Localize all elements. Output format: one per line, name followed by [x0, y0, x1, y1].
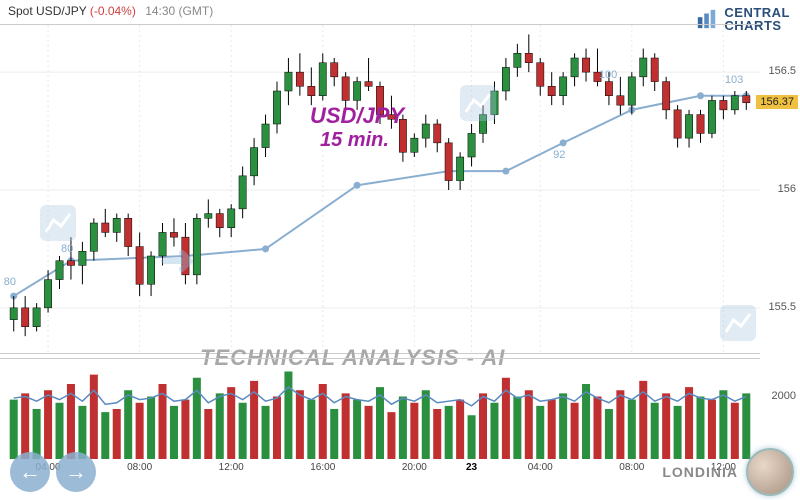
x-tick-label: 20:00 [402, 462, 427, 473]
chart-pair-title: USD/JPY [310, 103, 404, 129]
indicator-value-label: 100 [599, 69, 617, 81]
price-chart-svg [0, 25, 760, 355]
y-tick-label: 156.5 [768, 65, 796, 77]
x-tick-label: 04:00 [528, 462, 553, 473]
volume-y-axis: 2000 [760, 358, 800, 458]
nav-prev-button[interactable]: ← [10, 452, 50, 492]
x-tick-label: 08:00 [619, 462, 644, 473]
current-price-tag: 156.37 [756, 95, 798, 109]
x-tick-label: 23 [466, 462, 477, 473]
assistant-label: LONDINIA [662, 464, 738, 480]
assistant-badge[interactable]: LONDINIA [662, 448, 794, 496]
avatar-icon [746, 448, 794, 496]
indicator-value-label: 103 [725, 74, 743, 86]
x-tick-label: 12:00 [219, 462, 244, 473]
symbol-label: Spot USD/JPY [8, 4, 86, 18]
watermark-icon [40, 205, 76, 241]
chart-timeframe-title: 15 min. [320, 129, 389, 152]
watermark-icon [460, 85, 496, 121]
y-tick-label: 155.5 [768, 301, 796, 313]
x-tick-label: 16:00 [310, 462, 335, 473]
chart-header: Spot USD/JPY (-0.04%) 14:30 (GMT) [8, 4, 213, 18]
volume-y-tick-label: 2000 [772, 390, 796, 402]
watermark-icon [720, 305, 756, 341]
x-tick-label: 08:00 [127, 462, 152, 473]
time-label: 14:30 (GMT) [145, 4, 213, 18]
change-label: (-0.04%) [90, 4, 136, 18]
price-chart-panel[interactable]: USD/JPY 15 min. TECHNICAL ANALYSIS - AI … [0, 24, 760, 354]
y-tick-label: 156 [778, 183, 796, 195]
price-y-axis: 155.5156156.5156.37 [760, 24, 800, 354]
indicator-value-label: 80 [61, 243, 73, 255]
arrow-watermark-icon [160, 241, 208, 286]
volume-chart-svg [0, 359, 760, 459]
indicator-value-label: 80 [4, 276, 16, 288]
indicator-value-label: 92 [553, 149, 565, 161]
nav-next-button[interactable]: → [56, 452, 96, 492]
volume-panel[interactable] [0, 358, 760, 458]
time-x-axis: 04:0008:0012:0016:0020:002304:0008:0012:… [0, 460, 760, 480]
